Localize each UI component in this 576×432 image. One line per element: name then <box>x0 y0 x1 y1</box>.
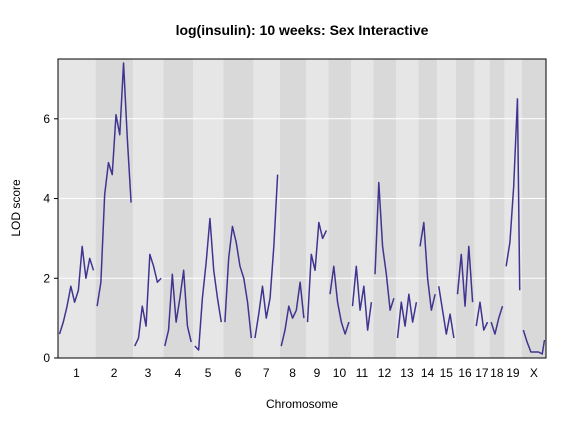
lod-curve-chr-9 <box>306 221 328 323</box>
x-tick-label-5: 5 <box>205 366 212 380</box>
x-tick-label-16: 16 <box>458 366 472 380</box>
lod-curve-chr-3 <box>134 253 162 347</box>
chromosome-band-2 <box>95 59 134 358</box>
x-tick-label-19: 19 <box>506 366 520 380</box>
chromosome-band-4 <box>163 59 194 358</box>
lod-curve-chr-10 <box>329 265 350 335</box>
lod-curve-chr-X <box>522 329 546 355</box>
x-tick-label-1: 1 <box>73 366 80 380</box>
y-tick-label-2: 2 <box>43 271 50 285</box>
x-tick-label-18: 18 <box>490 366 504 380</box>
chromosome-band-10 <box>328 59 352 358</box>
chromosome-band-16 <box>455 59 475 358</box>
chromosome-band-15 <box>437 59 456 358</box>
chromosome-band-1 <box>58 59 96 358</box>
y-axis: 0 2 4 6 <box>43 112 58 365</box>
x-tick-label-8: 8 <box>289 366 296 380</box>
lod-curve-chr-11 <box>351 265 373 331</box>
lod-curve-chr-18 <box>490 305 504 335</box>
lod-curve-chr-8 <box>280 281 305 347</box>
chromosome-band-12 <box>373 59 397 358</box>
lod-curve-chr-5 <box>194 217 223 351</box>
chromosome-band-8 <box>279 59 307 358</box>
x-tick-label-13: 13 <box>400 366 414 380</box>
chart-title: log(insulin): 10 weeks: Sex Interactive <box>176 22 429 38</box>
x-tick-label-X: X <box>530 366 538 380</box>
y-axis-label: LOD score <box>9 179 23 237</box>
lod-curve-chr-14 <box>419 221 436 311</box>
x-tick-label-17: 17 <box>475 366 489 380</box>
lod-curve-chr-6 <box>224 225 253 339</box>
y-tick-label-0: 0 <box>43 351 50 365</box>
chromosome-band-3 <box>133 59 164 358</box>
lod-curve-chr-19 <box>505 98 521 291</box>
chromosome-band-9 <box>306 59 329 358</box>
x-tick-label-11: 11 <box>356 366 369 380</box>
lod-curve-chr-17 <box>475 301 489 331</box>
x-tick-label-12: 12 <box>378 366 392 380</box>
lod-curve-chr-13 <box>396 293 418 339</box>
x-tick-label-10: 10 <box>333 366 347 380</box>
lod-curve-chr-7 <box>254 174 279 339</box>
lod-curves <box>58 62 546 355</box>
y-tick-label-4: 4 <box>43 192 50 206</box>
chromosome-band-X <box>521 59 546 358</box>
chromosome-band-18 <box>489 59 505 358</box>
chromosome-band-5 <box>193 59 224 358</box>
x-tick-label-14: 14 <box>421 366 435 380</box>
chromosome-band-11 <box>351 59 374 358</box>
lod-curve-chr-4 <box>164 269 192 347</box>
chromosome-bands <box>58 59 546 358</box>
chromosome-band-17 <box>474 59 490 358</box>
lod-curve-chr-1 <box>58 245 95 335</box>
x-tick-label-6: 6 <box>235 366 242 380</box>
x-tick-label-2: 2 <box>111 366 118 380</box>
x-axis-label: Chromosome <box>266 397 338 411</box>
lod-curve-chr-16 <box>456 245 474 307</box>
lod-curve-chr-2 <box>96 62 132 307</box>
x-tick-label-3: 3 <box>145 366 152 380</box>
lod-curve-chr-12 <box>374 181 395 311</box>
x-tick-label-15: 15 <box>440 366 454 380</box>
chromosome-band-14 <box>418 59 438 358</box>
lod-curve-chr-15 <box>438 286 455 339</box>
x-axis: 1 2 3 4 5 6 7 8 9 10 11 12 13 14 15 16 17 18 19 X <box>73 366 538 380</box>
x-tick-label-4: 4 <box>175 366 182 380</box>
x-tick-label-7: 7 <box>263 366 270 380</box>
y-tick-label-6: 6 <box>43 112 50 126</box>
x-tick-label-9: 9 <box>314 366 321 380</box>
chromosome-band-13 <box>396 59 419 358</box>
plot-frame <box>57 58 547 359</box>
